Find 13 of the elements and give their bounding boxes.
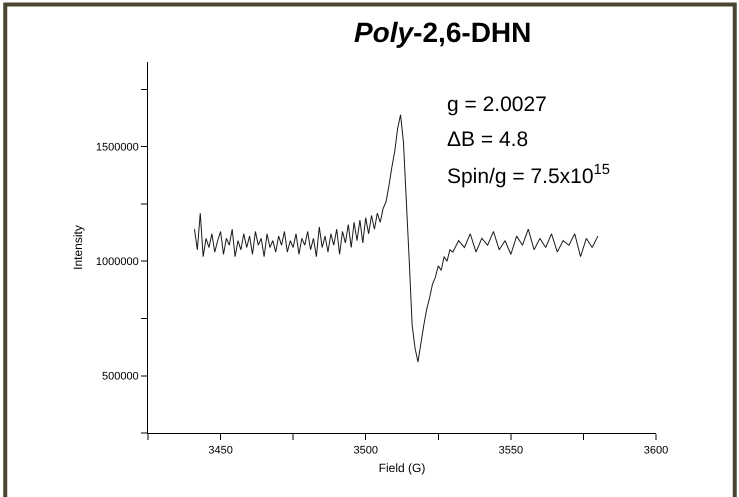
x-tick-label: 3450 (208, 444, 233, 456)
y-tick-label: 500000 (102, 370, 139, 383)
y-tick-label: 1000000 (96, 256, 139, 268)
x-tick-label: 3600 (644, 444, 668, 456)
x-axis-title: Field (G) (378, 461, 426, 476)
annotation: g = 2.0027 (447, 93, 547, 116)
y-axis-title: Intensity (71, 225, 86, 270)
chart-title: Poly-2,6-DHN (354, 17, 532, 48)
annotation: Spin/g = 7.5x10$^{15}$ (447, 162, 610, 188)
annotation: ΔB = 4.8 (447, 128, 528, 151)
x-tick-label: 3500 (353, 444, 378, 456)
x-tick-label: 3550 (498, 444, 524, 456)
y-tick-label: 1500000 (96, 142, 139, 154)
